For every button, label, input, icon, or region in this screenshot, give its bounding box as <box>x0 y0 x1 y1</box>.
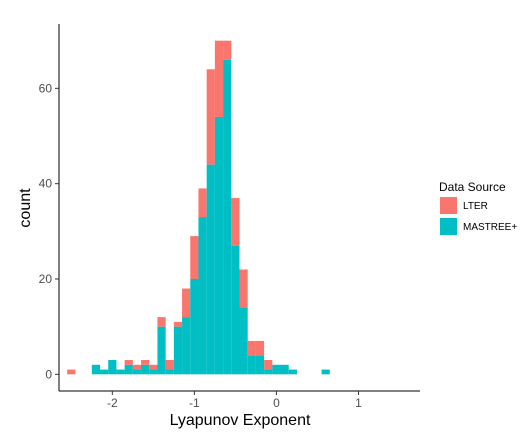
bar-lter-6 <box>132 364 142 370</box>
x-tick-label: -2 <box>107 396 118 410</box>
y-tick-label: 20 <box>39 272 53 286</box>
histogram-bars <box>67 40 330 375</box>
y-tick-label: 40 <box>39 177 53 191</box>
bar-mastree-26 <box>321 369 330 375</box>
bar-lter-0 <box>67 369 76 375</box>
x-tick-label: -1 <box>189 396 200 410</box>
bar-lter-13 <box>190 236 199 279</box>
legend-key-lter <box>440 197 457 214</box>
bar-mastree-3 <box>108 360 117 375</box>
bar-mastree-4 <box>116 369 125 375</box>
legend: Data Source LTER MASTREE+ <box>439 180 517 235</box>
bar-mastree-10 <box>165 369 174 375</box>
bar-mastree-15 <box>206 164 215 375</box>
bar-mastree-20 <box>247 355 256 375</box>
bar-lter-18 <box>231 197 240 246</box>
bar-mastree-8 <box>149 369 158 375</box>
bar-lter-19 <box>239 269 248 308</box>
x-axis-ticks: -2 -1 0 1 <box>107 391 362 410</box>
bar-lter-16 <box>214 40 224 117</box>
bar-mastree-17 <box>223 59 232 375</box>
bar-mastree-21 <box>255 355 265 375</box>
legend-title: Data Source <box>439 180 506 194</box>
bar-lter-14 <box>198 188 207 218</box>
bar-lter-20 <box>247 340 256 356</box>
bar-lter-11 <box>173 321 183 327</box>
bar-lter-8 <box>149 364 158 370</box>
bar-lter-7 <box>141 360 150 365</box>
x-tick-label: 0 <box>273 396 280 410</box>
legend-label: LTER <box>463 201 488 212</box>
x-axis-title: Lyapunov Exponent <box>170 412 311 429</box>
bar-mastree-19 <box>239 307 248 375</box>
bar-mastree-22 <box>264 369 273 375</box>
bar-lter-5 <box>124 360 133 365</box>
bar-mastree-18 <box>231 245 240 375</box>
legend-label: MASTREE+ <box>463 222 517 233</box>
bar-lter-21 <box>255 340 265 356</box>
x-tick-label: 1 <box>355 396 362 410</box>
bar-mastree-12 <box>182 317 191 375</box>
bar-lter-17 <box>223 40 232 60</box>
bar-lter-22 <box>264 360 273 370</box>
bar-mastree-14 <box>198 217 207 375</box>
bar-mastree-24 <box>280 364 289 375</box>
bar-mastree-25 <box>288 369 297 375</box>
bar-lter-12 <box>182 288 191 318</box>
bar-mastree-16 <box>214 116 224 375</box>
bar-lter-10 <box>165 360 174 370</box>
y-axis-title: count <box>17 188 34 228</box>
bar-mastree-7 <box>141 364 150 375</box>
bar-mastree-2 <box>100 369 109 375</box>
y-tick-label: 0 <box>45 367 52 381</box>
bar-mastree-1 <box>91 364 101 375</box>
y-axis-ticks: 0 20 40 60 <box>39 81 59 381</box>
y-tick-label: 60 <box>39 81 53 95</box>
bar-mastree-23 <box>272 364 281 375</box>
bar-lter-15 <box>206 69 215 165</box>
bar-mastree-9 <box>157 326 166 375</box>
bar-mastree-13 <box>190 278 199 375</box>
legend-key-mastree- <box>440 218 457 235</box>
bar-lter-9 <box>157 317 166 327</box>
bar-mastree-6 <box>132 369 142 375</box>
bar-mastree-11 <box>173 326 183 375</box>
bar-mastree-5 <box>124 364 133 375</box>
